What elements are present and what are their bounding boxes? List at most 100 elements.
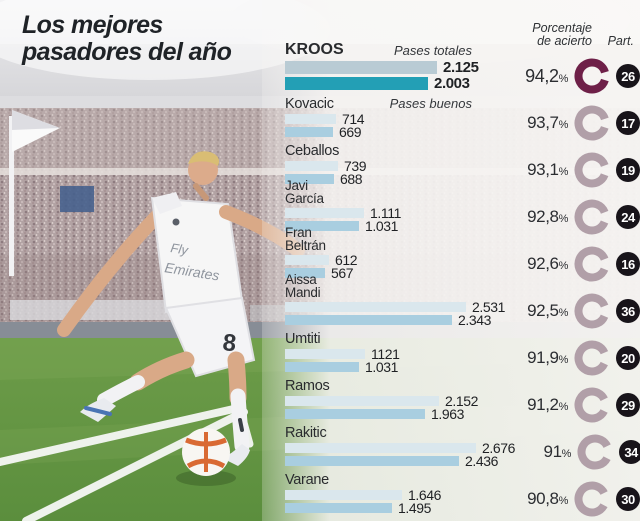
total-passes-value: 1.111 — [370, 205, 401, 221]
total-passes-value: 739 — [344, 158, 367, 174]
matches-badge: 17 — [616, 111, 640, 135]
good-passes-barline: 1.495 — [285, 500, 512, 516]
total-passes-bar — [285, 396, 439, 406]
player-row-ceballos: Ceballos 739 688 93,1% 19 — [285, 140, 640, 188]
good-passes-value: 2.343 — [458, 312, 492, 328]
player-row-rakitic: Rakitic 2.676 2.436 91% 34 — [285, 422, 640, 470]
player-name: Javi García — [285, 177, 324, 206]
total-passes-value: 1.646 — [408, 487, 442, 503]
accuracy-percentage: 92,8% — [527, 207, 568, 226]
total-passes-barline: 714 — [285, 111, 512, 127]
percent-sign: % — [558, 119, 569, 131]
good-passes-bar — [285, 268, 325, 278]
player-bars: Varane 1.646 1.495 — [285, 472, 512, 516]
player-stats: 90,8% 30 — [512, 481, 640, 518]
shorts-number: 8 — [221, 329, 237, 357]
player-stats: 91,2% 29 — [512, 387, 640, 424]
accuracy-percentage: 93,7% — [527, 113, 569, 132]
total-passes-bar — [285, 349, 365, 359]
total-passes-bar — [285, 161, 338, 171]
good-passes-bar — [285, 77, 428, 90]
player-stats: 92,5% 36 — [512, 293, 640, 330]
corner-flag — [9, 110, 60, 276]
accuracy-ring-icon — [574, 199, 610, 235]
matches-column-header: Part. — [607, 34, 634, 48]
player-name: Rakitic — [285, 424, 327, 441]
total-passes-value: 612 — [335, 252, 358, 268]
good-passes-barline: 688 — [285, 171, 512, 187]
legend-total-passes: Pases totales — [393, 43, 472, 58]
percent-sign: % — [558, 307, 569, 319]
good-passes-value: 1.031 — [365, 218, 399, 234]
accuracy-percentage: 91,2% — [527, 395, 568, 414]
total-passes-bar — [285, 208, 364, 218]
matches-badge: 36 — [616, 299, 640, 323]
accuracy-ring-icon — [574, 58, 610, 94]
accuracy-percentage: 91,9% — [527, 348, 568, 367]
accuracy-percentage: 93,1% — [527, 160, 569, 179]
player-stats: 93,7% 17 — [512, 105, 640, 142]
good-passes-value: 1.031 — [365, 359, 399, 375]
accuracy-percentage: 92,5% — [527, 301, 569, 320]
total-passes-value: 714 — [342, 111, 365, 127]
stadium-screen — [60, 186, 94, 212]
good-passes-value: 1.495 — [398, 500, 432, 516]
good-passes-value: 669 — [339, 124, 362, 140]
good-passes-bar — [285, 221, 359, 231]
player-figure: Fly Emirates 8 — [57, 151, 305, 466]
matches-badge: 24 — [616, 205, 640, 229]
total-passes-value: 2.531 — [472, 299, 506, 315]
total-passes-barline: 2.152 — [285, 393, 512, 409]
good-passes-bar — [285, 315, 452, 325]
total-passes-barline: 2.125 — [285, 59, 512, 76]
good-passes-value: 2.436 — [465, 453, 499, 469]
player-name: Kovacic — [285, 95, 334, 112]
matches-badge: 20 — [616, 346, 640, 370]
player-bars: Aissa Mandi 2.531 2.343 — [285, 272, 512, 328]
player-name: KROOS — [285, 41, 344, 59]
good-passes-barline: 2.003 — [285, 76, 512, 91]
legend-good-passes: Pases buenos — [389, 96, 472, 111]
player-row-varane: Varane 1.646 1.495 90,8% 30 — [285, 469, 640, 518]
title-line-1: Los mejores — [22, 11, 163, 39]
accuracy-percentage: 94,2% — [525, 65, 569, 86]
player-row-javi-garc-a: Javi García 1.111 1.031 92,8% 24 — [285, 178, 640, 235]
page-title: Los mejores pasadores del año — [22, 11, 232, 66]
total-passes-value: 2.676 — [482, 440, 516, 456]
player-row-fran-beltr-n: Fran Beltrán 612 567 92,6% 16 — [285, 225, 640, 282]
percent-sign: % — [558, 166, 569, 178]
total-passes-barline: 612 — [285, 252, 512, 268]
percent-sign: % — [558, 72, 569, 85]
player-row-ramos: Ramos 2.152 1.963 91,2% 29 — [285, 375, 640, 424]
player-stats: 94,2% 26 — [512, 58, 640, 95]
title-line-2: pasadores del año — [22, 37, 232, 66]
good-passes-barline: 1.031 — [285, 359, 512, 375]
total-passes-barline: 739 — [285, 158, 512, 174]
ball — [176, 428, 236, 486]
accuracy-column-header: Porcentaje de acierto — [532, 21, 592, 49]
total-passes-bar — [285, 302, 466, 312]
total-passes-barline: 1121 — [285, 347, 512, 361]
total-passes-value: 2.152 — [445, 393, 479, 409]
total-passes-value: 2.125 — [443, 59, 479, 76]
accuracy-ring-icon — [574, 481, 610, 517]
good-passes-value: 567 — [331, 265, 354, 281]
player-name: Ramos — [285, 377, 330, 394]
percent-sign: % — [558, 260, 569, 272]
jersey-text: Fly — [170, 240, 191, 258]
good-passes-barline: 669 — [285, 124, 512, 140]
good-passes-value: 1.963 — [431, 406, 465, 422]
player-bars: Rakitic 2.676 2.436 — [285, 424, 516, 469]
matches-badge: 19 — [616, 158, 640, 182]
accuracy-ring-icon — [574, 152, 610, 188]
good-passes-barline: 567 — [285, 265, 512, 281]
player-bars: Fran Beltrán 612 567 — [285, 225, 512, 281]
matches-badge: 16 — [616, 252, 640, 276]
player-row-kroos: KROOS 2.125 2.003 94,2% 26 — [285, 40, 640, 95]
percent-sign: % — [561, 448, 572, 460]
player-bars: KROOS 2.125 2.003 — [285, 42, 512, 93]
total-passes-barline: 2.676 — [285, 440, 516, 456]
good-passes-value: 688 — [340, 171, 363, 187]
good-passes-bar — [285, 409, 425, 419]
